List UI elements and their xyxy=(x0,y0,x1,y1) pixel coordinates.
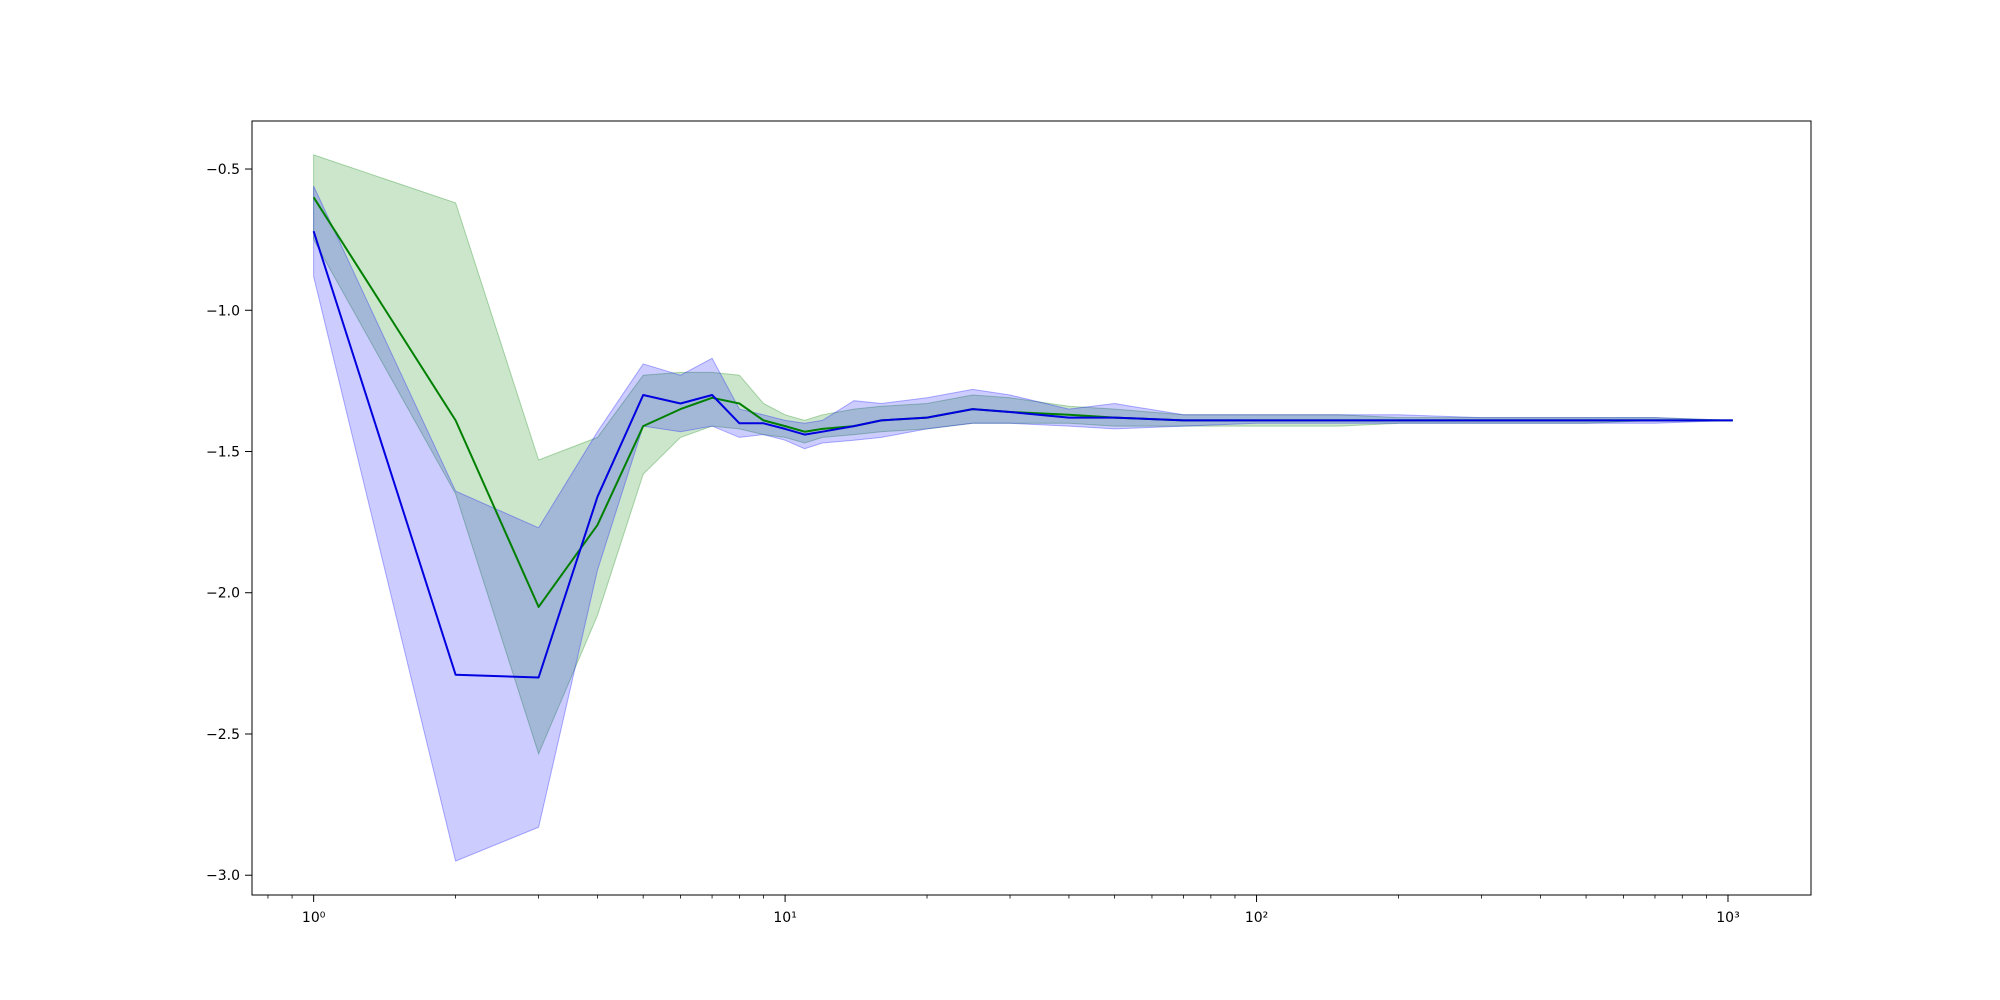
x-tick-label: 10³ xyxy=(1716,910,1739,926)
y-tick-label: −1.5 xyxy=(206,445,240,461)
y-tick-label: −3.0 xyxy=(206,868,240,884)
series-2-band xyxy=(313,185,1733,862)
x-tick-label: 10² xyxy=(1245,910,1268,926)
x-tick-label: 10¹ xyxy=(773,910,796,926)
y-tick-label: −2.0 xyxy=(206,586,240,602)
x-tick-label: 10⁰ xyxy=(302,910,326,926)
plot-area-frame xyxy=(251,120,1812,896)
series-lines xyxy=(312,196,1733,679)
series-2-line xyxy=(312,230,1733,679)
confidence-bands xyxy=(313,154,1733,862)
y-axis: −0.5 −1.0 −1.5 −2.0 −2.5 −3.0 xyxy=(206,162,252,884)
y-tick-label: −0.5 xyxy=(206,162,240,178)
y-tick-label: −2.5 xyxy=(206,727,240,743)
x-axis: 10⁰ 10¹ 10² 10³ xyxy=(267,895,1740,926)
y-tick-label: −1.0 xyxy=(206,303,240,319)
